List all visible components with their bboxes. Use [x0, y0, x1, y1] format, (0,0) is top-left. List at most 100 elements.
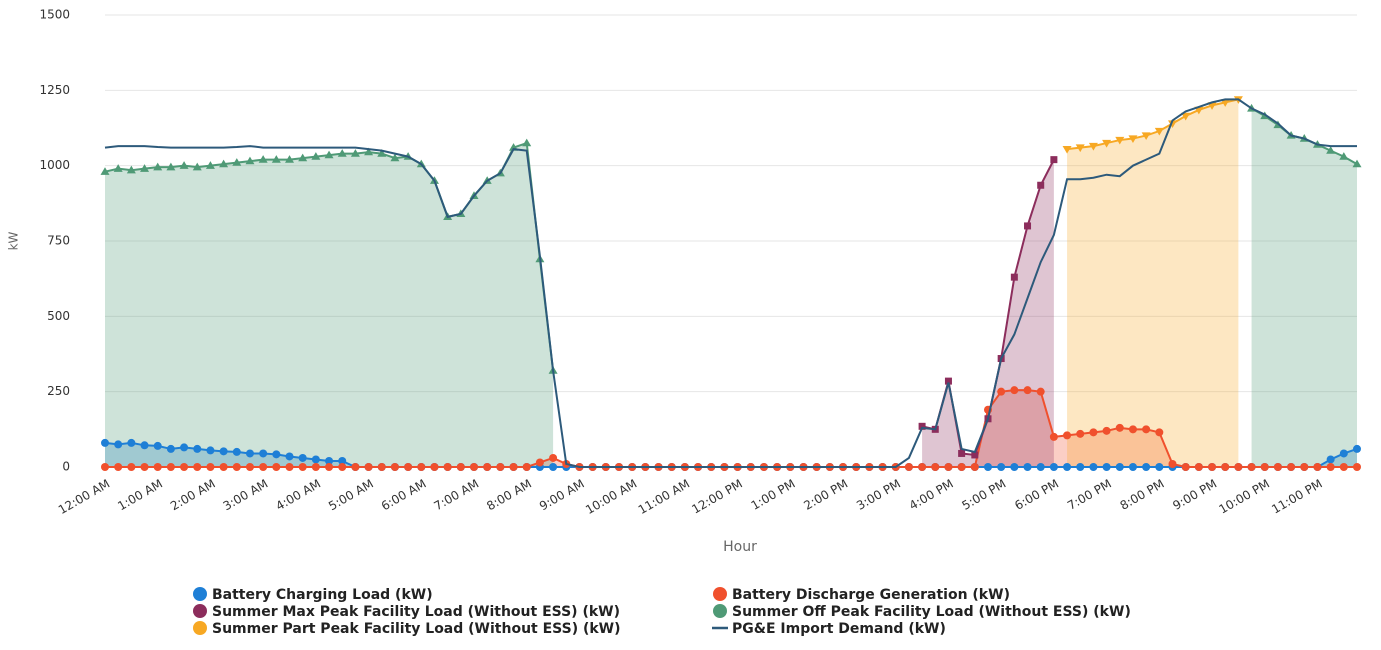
point	[470, 463, 479, 471]
point	[100, 167, 110, 175]
x-tick-label: 7:00 PM	[1065, 477, 1114, 513]
y-tick-label: 1000	[39, 158, 70, 172]
point	[258, 155, 268, 163]
point	[1181, 463, 1190, 471]
point	[1168, 459, 1177, 468]
point	[232, 158, 242, 166]
area	[1251, 108, 1357, 467]
point	[931, 463, 940, 471]
point	[1141, 132, 1151, 141]
point	[1353, 463, 1361, 471]
point	[430, 463, 439, 471]
point	[971, 451, 979, 459]
point	[140, 441, 149, 450]
point	[259, 463, 268, 471]
legend-swatch	[193, 621, 207, 635]
x-tick-label: 11:00 AM	[636, 477, 692, 518]
point	[377, 149, 387, 157]
point	[443, 463, 452, 471]
x-tick-label: 7:00 AM	[432, 477, 482, 514]
area	[105, 442, 1357, 467]
point	[285, 452, 294, 461]
point	[311, 463, 320, 471]
point	[1287, 463, 1296, 471]
point	[272, 463, 281, 471]
point	[1128, 425, 1137, 434]
y-tick-label: 250	[47, 384, 70, 398]
point	[1221, 463, 1230, 471]
point	[1352, 159, 1362, 168]
point	[114, 440, 123, 449]
point	[166, 444, 175, 453]
point	[325, 456, 334, 465]
point	[1023, 463, 1032, 471]
point	[311, 152, 321, 160]
point	[206, 446, 215, 455]
point	[1128, 463, 1137, 471]
point	[417, 463, 426, 471]
point	[1102, 426, 1111, 435]
y-tick-label: 1250	[39, 83, 70, 97]
point	[271, 155, 281, 163]
point	[549, 463, 558, 471]
point	[918, 422, 926, 430]
point	[338, 456, 347, 465]
area	[105, 143, 554, 468]
x-tick-label: 8:00 AM	[484, 477, 534, 514]
point	[1024, 222, 1032, 230]
point	[232, 447, 241, 456]
legend-label: Battery Charging Load (kW)	[212, 587, 433, 603]
point	[219, 463, 228, 471]
point	[944, 463, 953, 471]
point	[509, 463, 518, 471]
point	[390, 463, 399, 471]
point	[245, 156, 255, 165]
point	[101, 463, 109, 471]
x-axis-label: Hour	[723, 539, 757, 555]
y-tick-label: 500	[47, 309, 70, 323]
y-tick-label: 0	[62, 460, 70, 474]
x-tick-label: 3:00 AM	[221, 477, 271, 514]
point	[126, 165, 136, 174]
point	[1115, 136, 1125, 145]
point	[180, 463, 189, 471]
x-tick-label: 4:00 PM	[907, 477, 956, 513]
point	[285, 463, 294, 471]
point	[522, 463, 531, 471]
x-tick-label: 4:00 AM	[273, 477, 323, 514]
point	[219, 447, 228, 456]
point	[1010, 273, 1018, 281]
point	[324, 150, 334, 159]
point	[404, 463, 413, 471]
x-tick-label: 9:00 AM	[537, 477, 587, 514]
x-tick-label: 8:00 PM	[1118, 477, 1167, 513]
point	[1076, 463, 1085, 471]
point	[259, 449, 268, 458]
x-tick-label: 3:00 PM	[854, 477, 903, 513]
point	[1155, 428, 1164, 437]
point	[153, 441, 162, 450]
point	[337, 149, 347, 157]
point	[1339, 449, 1348, 458]
point	[364, 147, 374, 156]
point	[918, 463, 927, 471]
point	[1088, 142, 1098, 151]
point	[1220, 99, 1230, 107]
point	[549, 453, 558, 462]
point	[970, 463, 979, 471]
point	[1142, 425, 1151, 434]
area	[105, 390, 1357, 467]
x-tick-label: 6:00 PM	[1012, 477, 1061, 513]
point	[1049, 463, 1058, 471]
point	[1234, 463, 1243, 471]
point	[904, 463, 913, 471]
point	[192, 162, 202, 171]
y-tick-label: 750	[47, 234, 70, 248]
point	[1353, 444, 1361, 453]
point	[205, 161, 215, 169]
point	[1036, 387, 1045, 396]
point	[1260, 463, 1269, 471]
point	[350, 149, 360, 157]
x-tick-label: 12:00 PM	[689, 477, 744, 517]
point	[1037, 181, 1045, 189]
